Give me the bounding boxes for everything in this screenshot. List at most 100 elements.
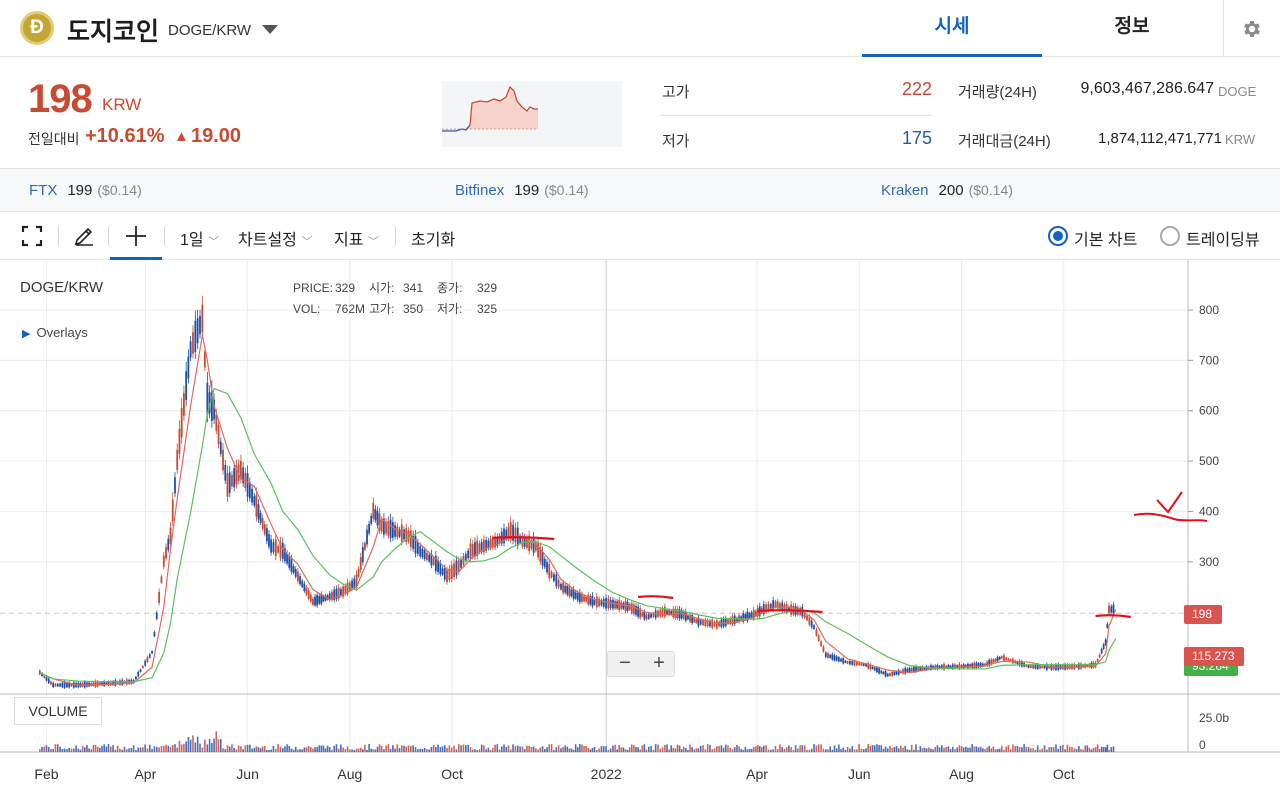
volume-bar xyxy=(570,748,573,752)
overlays-toggle[interactable]: ▶ Overlays xyxy=(22,325,88,340)
exchange-bitfinex[interactable]: Bitfinex 199 ($0.14) xyxy=(455,182,589,199)
volume-bar xyxy=(1071,746,1073,752)
volume-bar xyxy=(917,749,919,752)
candle-body xyxy=(668,609,670,616)
candle-body xyxy=(322,596,325,602)
candle-body xyxy=(555,574,558,587)
candle-body xyxy=(215,414,218,431)
candle-body xyxy=(614,600,616,609)
basic-chart-label[interactable]: 기본 차트 xyxy=(1074,232,1138,249)
toolbar-divider xyxy=(395,226,396,246)
candle-body xyxy=(664,606,666,617)
candle-body xyxy=(155,612,158,620)
volume-bar xyxy=(101,745,103,752)
candle-body xyxy=(990,659,993,665)
tab-info[interactable]: 정보 xyxy=(1114,16,1150,37)
volume-bar xyxy=(568,748,571,752)
coin-selector-caret-icon[interactable] xyxy=(262,25,278,34)
volume-bar xyxy=(860,748,863,752)
volume-bar xyxy=(641,745,644,752)
fullscreen-icon[interactable] xyxy=(20,224,44,248)
volume-bar xyxy=(66,749,68,752)
volume-bar xyxy=(699,745,702,752)
pencil-icon[interactable] xyxy=(72,224,96,248)
volume-bar xyxy=(760,747,763,752)
volume-bar xyxy=(192,735,194,752)
x-tick-label: Aug xyxy=(337,766,362,782)
volume-bar xyxy=(794,745,797,752)
reset-button[interactable]: 초기화 xyxy=(411,232,456,249)
volume-bar xyxy=(781,747,784,752)
volume-bar xyxy=(996,749,999,752)
volume-bar xyxy=(678,745,681,752)
volume-bar xyxy=(855,749,858,752)
candle-body xyxy=(135,676,137,680)
candle-body xyxy=(593,599,596,605)
volume-bar xyxy=(635,746,637,752)
zoom-out-button[interactable]: − xyxy=(619,652,631,674)
exchange-ftx[interactable]: FTX 199 ($0.14) xyxy=(29,182,142,199)
volume-bar xyxy=(219,739,222,752)
candle-body xyxy=(1104,639,1107,645)
volume-bar xyxy=(975,746,978,752)
candle-body xyxy=(301,580,304,587)
candle-body xyxy=(1084,663,1087,668)
volume-bar xyxy=(704,749,707,752)
basic-chart-radio[interactable] xyxy=(1048,226,1068,246)
volume-bar xyxy=(543,748,546,752)
price-chart-canvas[interactable]: 800 700 600 500 400 300 Feb Apr Jun Aug Oct 2022 Apr… xyxy=(0,260,1280,797)
volume-bar xyxy=(851,746,853,752)
price-chart[interactable]: 800 700 600 500 400 300 Feb Apr Jun Aug Oct 2022 Apr… xyxy=(0,260,1280,797)
volume-bar xyxy=(432,744,435,752)
interval-select[interactable]: 1일 ﹀ xyxy=(180,226,219,250)
volume-bar xyxy=(1078,746,1080,752)
tab-price[interactable]: 시세 xyxy=(862,0,1042,57)
volume-bar xyxy=(294,746,297,752)
volume-bar xyxy=(817,744,820,752)
volume-bar xyxy=(446,747,448,752)
candle-body xyxy=(967,663,969,669)
volume-bar xyxy=(808,749,811,752)
volume-bar xyxy=(742,749,745,752)
volume-bar xyxy=(328,747,331,752)
crosshair-icon[interactable] xyxy=(124,224,148,248)
tradingview-label[interactable]: 트레이딩뷰 xyxy=(1186,232,1260,249)
volume-bar xyxy=(528,745,530,752)
volume-bar xyxy=(217,739,220,752)
volume-bar xyxy=(1009,749,1012,752)
moving-average-long xyxy=(39,387,1117,683)
candle-body xyxy=(47,678,50,684)
volume-bar xyxy=(720,745,723,752)
volume-value: 762M xyxy=(335,302,366,316)
candle-body xyxy=(255,494,258,517)
candle-body xyxy=(672,608,675,618)
indicators-menu[interactable]: 지표 ﹀ xyxy=(334,226,379,250)
volume-bar xyxy=(824,749,827,752)
candle-body xyxy=(396,526,399,538)
candle-body xyxy=(632,604,635,614)
zoom-in-button[interactable]: + xyxy=(653,652,665,674)
candle-body xyxy=(729,618,732,624)
volume-bar xyxy=(537,749,539,752)
volume-bar xyxy=(902,747,904,752)
candle-body xyxy=(940,665,943,669)
candle-body xyxy=(478,543,481,553)
indicators-label: 지표 xyxy=(334,232,364,249)
volume-bar xyxy=(1092,747,1095,752)
candle-body xyxy=(333,589,336,601)
exchange-kraken[interactable]: Kraken 200 ($0.14) xyxy=(881,182,1013,199)
settings-button[interactable] xyxy=(1223,0,1280,57)
candle-body xyxy=(706,620,709,627)
candle-body xyxy=(742,613,745,622)
candle-body xyxy=(583,596,585,602)
volume-bar xyxy=(693,749,696,752)
volume-bar xyxy=(746,749,749,752)
chart-settings-menu[interactable]: 차트설정 ﹀ xyxy=(238,226,312,250)
volume-bar xyxy=(884,746,887,752)
tradingview-radio[interactable] xyxy=(1160,226,1180,246)
close-label: 종가: xyxy=(437,281,463,295)
low-value: 325 xyxy=(477,302,498,316)
candle-body xyxy=(372,502,375,519)
candle-body xyxy=(998,656,1001,660)
candle-body xyxy=(521,535,524,547)
